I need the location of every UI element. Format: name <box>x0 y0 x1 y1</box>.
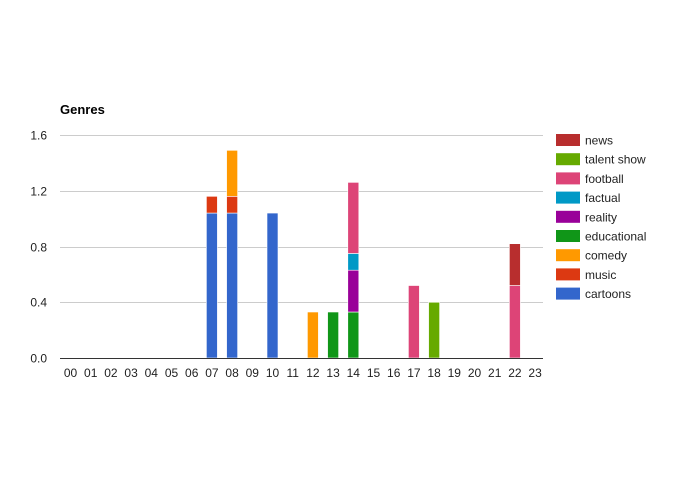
x-tick-label: 18 <box>427 366 441 380</box>
bar-segment-music <box>226 196 238 214</box>
x-tick-label: 01 <box>84 366 98 380</box>
legend: news talent show football factual reality edu… <box>556 134 646 301</box>
y-tick-label: 0.4 <box>30 296 47 310</box>
x-tick-label: 13 <box>326 366 340 380</box>
legend-swatch <box>556 153 580 166</box>
bar-segment-football <box>509 285 521 359</box>
bar-segment-cartoons <box>266 212 279 359</box>
x-tick-label: 06 <box>185 366 199 380</box>
y-tick-label: 0.0 <box>30 352 47 366</box>
legend-swatch <box>556 191 580 204</box>
x-tick-label: 10 <box>266 366 280 380</box>
y-tick-label: 0.8 <box>30 241 47 255</box>
x-tick-label: 20 <box>468 366 482 380</box>
x-axis-ticks: 00 01 02 03 04 05 06 07 08 09 10 11 12 13 14 15 16 17 18 19… <box>64 366 542 380</box>
legend-label: news <box>585 134 613 148</box>
bar-segment-reality <box>347 269 360 313</box>
legend-label: music <box>585 268 616 282</box>
bar-segment-educational <box>327 311 339 359</box>
bar-segment-comedy <box>307 311 319 359</box>
x-tick-label: 05 <box>165 366 179 380</box>
x-tick-label: 19 <box>448 366 462 380</box>
x-tick-label: 08 <box>225 366 239 380</box>
x-tick-label: 12 <box>306 366 320 380</box>
bar-segment-talent-show <box>428 301 440 359</box>
bars <box>206 150 521 359</box>
bar-segment-educational <box>347 311 360 359</box>
legend-label: football <box>585 172 624 186</box>
x-tick-label: 04 <box>145 366 159 380</box>
bar-segment-football <box>347 182 360 254</box>
x-tick-label: 02 <box>104 366 118 380</box>
bar-segment-cartoons <box>226 212 238 359</box>
legend-swatch <box>556 172 580 185</box>
legend-swatch <box>556 268 580 281</box>
legend-label: comedy <box>585 249 627 263</box>
chart-title: Genres <box>60 102 105 117</box>
y-tick-label: 1.6 <box>30 129 47 143</box>
legend-label: factual <box>585 191 620 205</box>
x-tick-label: 03 <box>124 366 138 380</box>
bar-segment-music <box>206 196 218 214</box>
bar-segment-football <box>408 285 420 359</box>
x-tick-label: 09 <box>246 366 260 380</box>
x-tick-label: 07 <box>205 366 219 380</box>
y-tick-label: 1.2 <box>30 185 47 199</box>
legend-swatch <box>556 230 580 242</box>
x-tick-label: 22 <box>508 366 522 380</box>
legend-swatch <box>556 134 580 146</box>
x-tick-label: 23 <box>528 366 542 380</box>
legend-label: educational <box>585 230 646 244</box>
legend-label: reality <box>585 210 617 224</box>
x-tick-label: 00 <box>64 366 78 380</box>
bar-segment-news <box>509 243 521 286</box>
x-tick-label: 21 <box>488 366 502 380</box>
legend-label: cartoons <box>585 287 631 301</box>
legend-swatch <box>556 287 580 300</box>
legend-label: talent show <box>585 153 646 167</box>
bar-segment-cartoons <box>206 212 218 359</box>
x-tick-label: 16 <box>387 366 401 380</box>
grid-lines <box>60 135 543 303</box>
x-tick-label: 17 <box>407 366 421 380</box>
legend-swatch <box>556 249 580 262</box>
y-axis-ticks: 0.0 0.4 0.8 1.2 1.6 <box>30 129 47 366</box>
x-tick-label: 14 <box>347 366 361 380</box>
bar-segment-comedy <box>226 150 238 197</box>
x-tick-label: 11 <box>286 366 299 380</box>
legend-swatch <box>556 210 580 223</box>
bar-segment-factual <box>347 253 360 271</box>
x-tick-label: 15 <box>367 366 381 380</box>
